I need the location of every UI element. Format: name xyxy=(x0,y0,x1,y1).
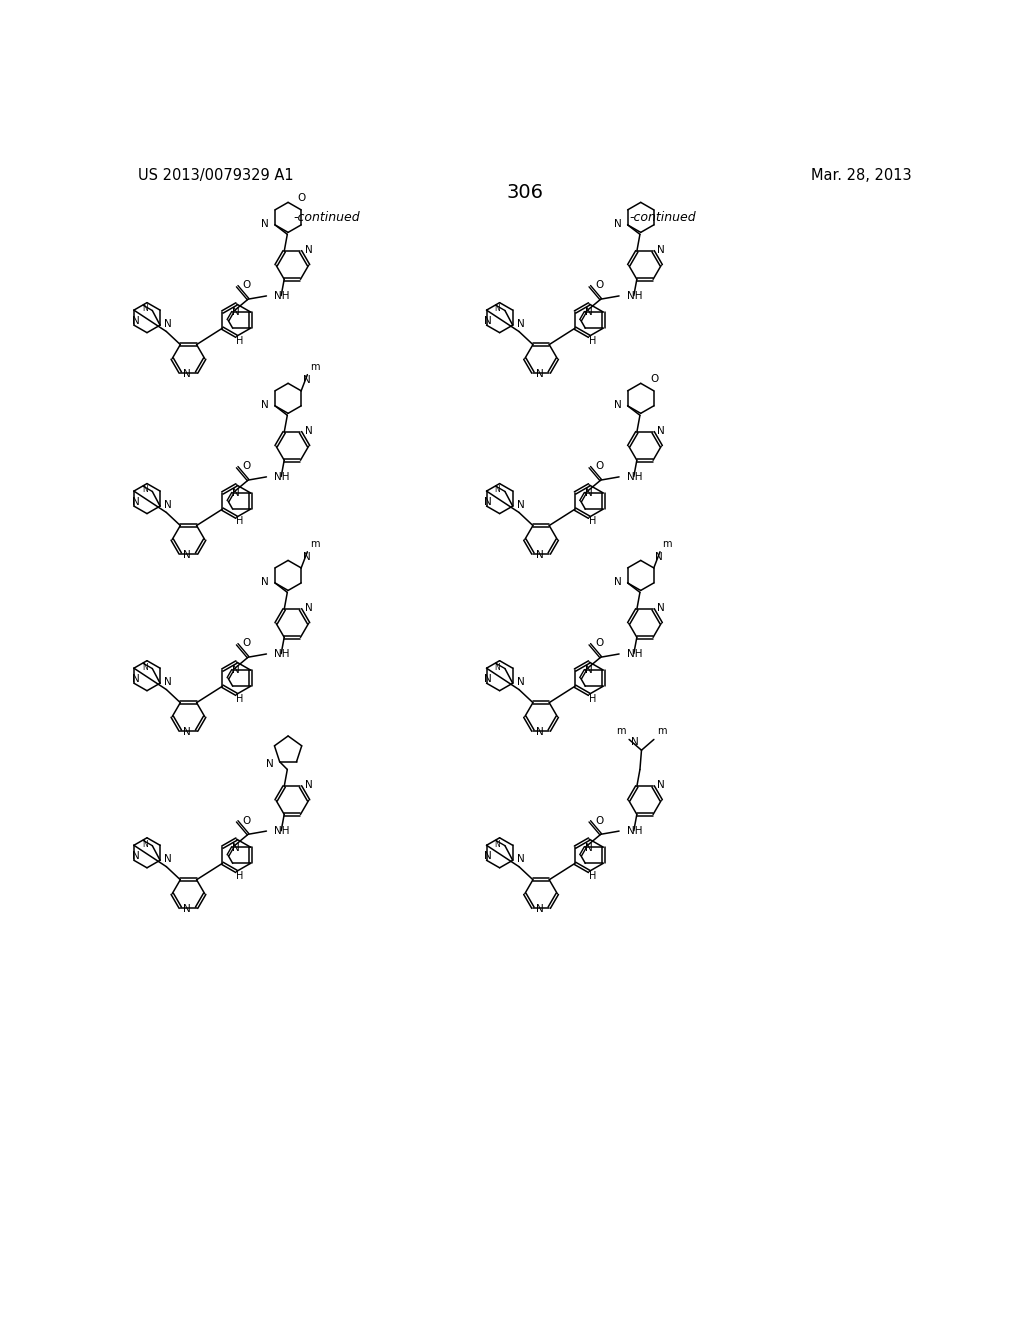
Text: N: N xyxy=(484,498,492,507)
Text: O: O xyxy=(595,639,603,648)
Text: -continued: -continued xyxy=(293,211,359,224)
Text: NH: NH xyxy=(627,648,642,659)
Text: N: N xyxy=(164,677,172,686)
Text: 306: 306 xyxy=(506,183,544,202)
Text: N: N xyxy=(517,318,524,329)
Text: O: O xyxy=(595,280,603,290)
Text: N: N xyxy=(232,308,240,317)
Text: N: N xyxy=(303,552,310,562)
Text: N: N xyxy=(585,842,593,853)
Text: N: N xyxy=(614,577,622,587)
Text: H: H xyxy=(237,335,244,346)
Text: US 2013/0079329 A1: US 2013/0079329 A1 xyxy=(138,168,294,182)
Text: O: O xyxy=(243,462,251,471)
Text: N: N xyxy=(131,675,139,684)
Text: N: N xyxy=(536,370,544,379)
Text: NH: NH xyxy=(274,290,290,301)
Text: N: N xyxy=(142,663,147,672)
Text: N: N xyxy=(131,851,139,862)
Text: O: O xyxy=(595,462,603,471)
Text: H: H xyxy=(589,871,596,880)
Text: N: N xyxy=(164,854,172,863)
Text: m: m xyxy=(657,726,667,737)
Text: N: N xyxy=(183,370,191,379)
Text: N: N xyxy=(183,904,191,915)
Text: N: N xyxy=(261,400,269,411)
Text: H: H xyxy=(237,693,244,704)
Text: N: N xyxy=(261,577,269,587)
Text: N: N xyxy=(265,759,273,770)
Text: H: H xyxy=(237,871,244,880)
Text: N: N xyxy=(495,486,501,495)
Text: NH: NH xyxy=(627,826,642,836)
Text: N: N xyxy=(657,603,666,612)
Text: N: N xyxy=(536,904,544,915)
Text: N: N xyxy=(657,780,666,789)
Text: H: H xyxy=(589,335,596,346)
Text: N: N xyxy=(655,552,664,562)
Text: N: N xyxy=(495,840,501,849)
Text: N: N xyxy=(142,486,147,495)
Text: NH: NH xyxy=(274,826,290,836)
Text: N: N xyxy=(164,499,172,510)
Text: N: N xyxy=(614,400,622,411)
Text: m: m xyxy=(309,362,319,371)
Text: N: N xyxy=(495,305,501,313)
Text: H: H xyxy=(237,516,244,527)
Text: O: O xyxy=(298,193,306,203)
Text: NH: NH xyxy=(627,471,642,482)
Text: Mar. 28, 2013: Mar. 28, 2013 xyxy=(811,168,911,182)
Text: H: H xyxy=(589,516,596,527)
Text: NH: NH xyxy=(627,290,642,301)
Text: N: N xyxy=(305,603,312,612)
Text: -continued: -continued xyxy=(630,211,696,224)
Text: N: N xyxy=(131,317,139,326)
Text: N: N xyxy=(585,488,593,499)
Text: N: N xyxy=(495,663,501,672)
Text: N: N xyxy=(517,677,524,686)
Text: N: N xyxy=(484,317,492,326)
Text: m: m xyxy=(616,726,626,737)
Text: N: N xyxy=(657,244,666,255)
Text: O: O xyxy=(595,816,603,825)
Text: O: O xyxy=(650,375,658,384)
Text: N: N xyxy=(536,727,544,737)
Text: N: N xyxy=(536,550,544,560)
Text: N: N xyxy=(305,425,312,436)
Text: O: O xyxy=(243,639,251,648)
Text: N: N xyxy=(305,244,312,255)
Text: N: N xyxy=(142,840,147,849)
Text: N: N xyxy=(614,219,622,230)
Text: N: N xyxy=(232,488,240,499)
Text: N: N xyxy=(131,498,139,507)
Text: N: N xyxy=(232,842,240,853)
Text: m: m xyxy=(309,539,319,549)
Text: O: O xyxy=(243,816,251,825)
Text: N: N xyxy=(657,425,666,436)
Text: N: N xyxy=(303,375,310,385)
Text: N: N xyxy=(261,219,269,230)
Text: O: O xyxy=(243,280,251,290)
Text: N: N xyxy=(232,665,240,676)
Text: N: N xyxy=(183,727,191,737)
Text: NH: NH xyxy=(274,648,290,659)
Text: NH: NH xyxy=(274,471,290,482)
Text: N: N xyxy=(517,854,524,863)
Text: N: N xyxy=(631,737,638,747)
Text: N: N xyxy=(305,780,312,789)
Text: N: N xyxy=(142,305,147,313)
Text: N: N xyxy=(585,665,593,676)
Text: m: m xyxy=(663,539,672,549)
Text: N: N xyxy=(517,499,524,510)
Text: N: N xyxy=(164,318,172,329)
Text: N: N xyxy=(484,675,492,684)
Text: N: N xyxy=(484,851,492,862)
Text: N: N xyxy=(183,550,191,560)
Text: N: N xyxy=(585,308,593,317)
Text: H: H xyxy=(589,693,596,704)
